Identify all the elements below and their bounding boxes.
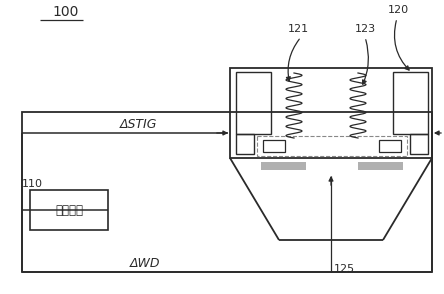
- Bar: [379, 140, 401, 152]
- Bar: [410, 134, 428, 154]
- Bar: [30, 190, 108, 230]
- Text: 控制单元: 控制单元: [55, 203, 83, 216]
- Bar: [257, 136, 407, 156]
- Bar: [230, 68, 432, 158]
- Bar: [263, 140, 285, 152]
- Text: 125: 125: [334, 264, 355, 274]
- Bar: [393, 72, 428, 134]
- Text: ΔWD: ΔWD: [130, 257, 160, 270]
- Text: ΔSTIG: ΔSTIG: [120, 118, 157, 131]
- Text: 120: 120: [388, 5, 409, 15]
- Text: 110: 110: [22, 179, 43, 189]
- Bar: [22, 112, 432, 272]
- Bar: [358, 162, 403, 170]
- Text: 123: 123: [355, 24, 376, 34]
- Text: 100: 100: [52, 5, 79, 19]
- Text: 121: 121: [288, 24, 309, 34]
- Bar: [236, 134, 254, 154]
- Bar: [236, 72, 271, 134]
- Bar: [261, 162, 306, 170]
